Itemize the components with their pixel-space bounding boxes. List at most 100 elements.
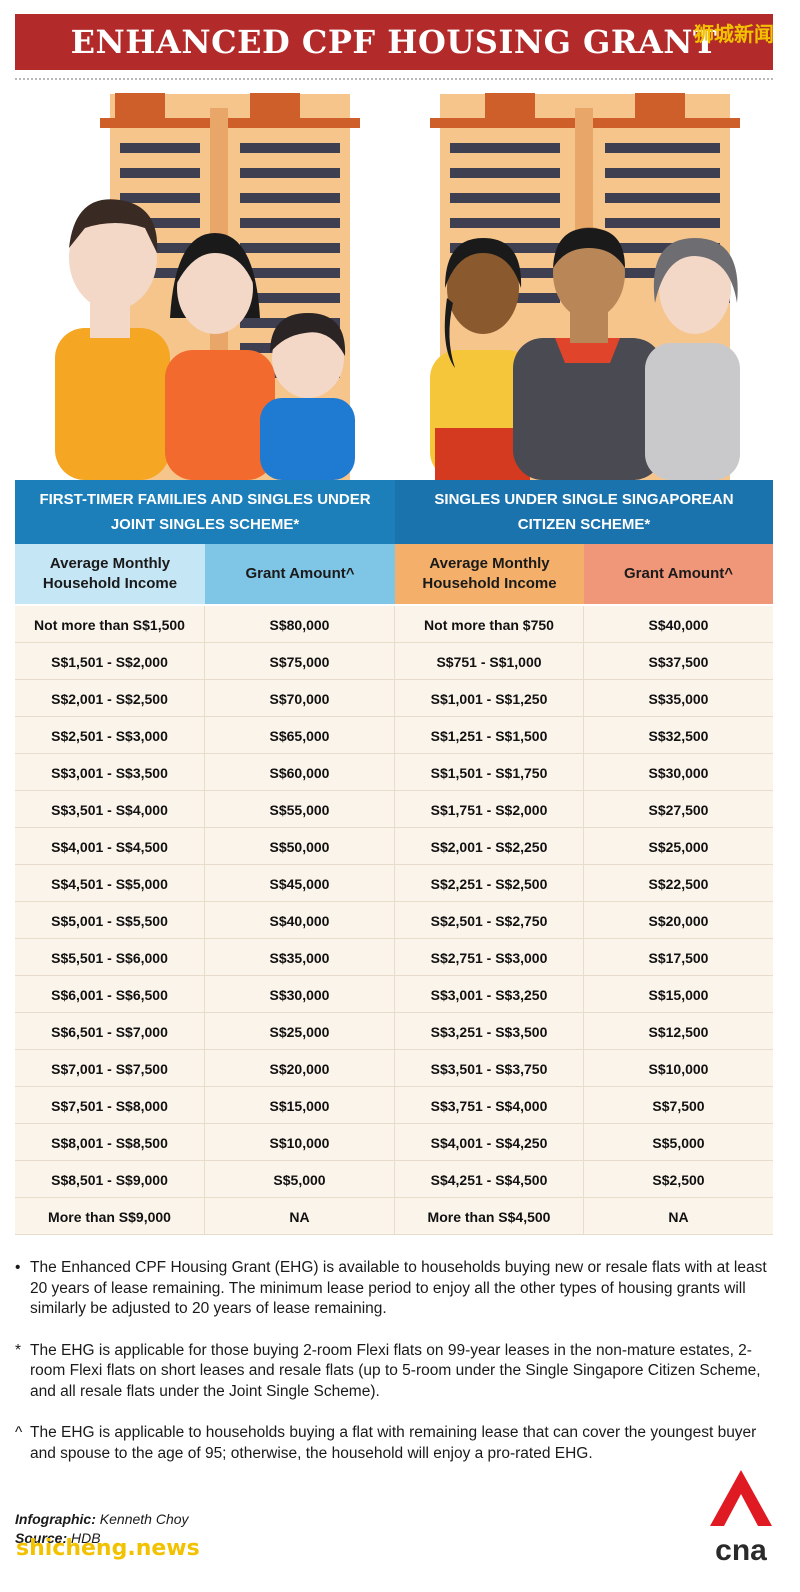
table-row: S$5,001 - S$5,500 S$40,000 S$2,501 - S$2… [15,902,773,939]
credits: Infographic: Kenneth Choy Source: HDB [15,1510,189,1548]
table-row: S$2,501 - S$3,000 S$65,000 S$1,251 - S$1… [15,717,773,754]
single-income-cell: S$751 - S$1,000 [395,643,584,680]
table-row: S$1,501 - S$2,000 S$75,000 S$751 - S$1,0… [15,643,773,680]
family-grant-cell: S$80,000 [205,606,395,643]
family-grant-cell: NA [205,1198,395,1235]
hero-illustration [15,88,773,480]
cna-logo-icon: cna [710,1470,772,1567]
table-row: S$3,001 - S$3,500 S$60,000 S$1,501 - S$1… [15,754,773,791]
watermark-bottom: shicheng.news [16,1536,200,1561]
single-grant-cell: S$30,000 [648,764,709,781]
single-income-cell: S$2,001 - S$2,250 [395,828,584,865]
family-income-cell: S$6,001 - S$6,500 [15,976,205,1013]
table-row: S$5,501 - S$6,000 S$35,000 S$2,751 - S$3… [15,939,773,976]
family-income-cell: S$1,501 - S$2,000 [15,643,205,680]
footnote-text: The EHG is applicable to households buyi… [30,1424,757,1462]
col-header-single-income: Average Monthly Household Income [395,544,584,604]
divider [15,78,773,80]
source-credit: Source: HDB [15,1529,189,1548]
family-grant-cell: S$75,000 [205,643,395,680]
single-grant-cell: S$32,500 [648,727,709,744]
family-income-cell: S$7,501 - S$8,000 [15,1087,205,1124]
footnote-marker: • [15,1259,21,1276]
table-row: S$6,001 - S$6,500 S$30,000 S$3,001 - S$3… [15,976,773,1013]
single-income-cell: S$3,501 - S$3,750 [395,1050,584,1087]
single-grant-cell: S$25,000 [648,838,709,855]
single-income-cell: S$1,751 - S$2,000 [395,791,584,828]
table-row: S$7,001 - S$7,500 S$20,000 S$3,501 - S$3… [15,1050,773,1087]
footnote-marker: ^ [15,1424,23,1441]
scheme-header-families: FIRST-TIMER FAMILIES AND SINGLES UNDER J… [15,480,395,544]
family-grant-cell: S$65,000 [205,717,395,754]
scheme-header-singles: SINGLES UNDER SINGLE SINGAPOREAN CITIZEN… [395,480,773,544]
child-figure-icon [260,313,355,480]
family-income-cell: S$4,501 - S$5,000 [15,865,205,902]
table-row: S$4,501 - S$5,000 S$45,000 S$2,251 - S$2… [15,865,773,902]
col-header-single-grant: Grant Amount^ [584,544,773,604]
older-woman-single-figure-icon [645,238,740,480]
family-income-cell: S$2,501 - S$3,000 [15,717,205,754]
infographic-credit-label: Infographic: [15,1511,96,1527]
single-income-cell: Not more than $750 [395,606,584,643]
single-grant-cell: S$2,500 [652,1171,705,1188]
family-income-cell: S$6,501 - S$7,000 [15,1013,205,1050]
table-row: S$2,001 - S$2,500 S$70,000 S$1,001 - S$1… [15,680,773,717]
family-income-cell: Not more than S$1,500 [15,606,205,643]
single-income-cell: S$2,251 - S$2,500 [395,865,584,902]
family-income-cell: S$2,001 - S$2,500 [15,680,205,717]
family-grant-cell: S$10,000 [205,1124,395,1161]
footnotes: • The Enhanced CPF Housing Grant (EHG) i… [15,1258,777,1485]
single-income-cell: S$1,001 - S$1,250 [395,680,584,717]
infographic-credit-value: Kenneth Choy [99,1511,189,1527]
single-grant-cell: S$5,000 [652,1134,705,1151]
footnote-text: The EHG is applicable for those buying 2… [30,1341,761,1400]
family-grant-cell: S$70,000 [205,680,395,717]
single-income-cell: S$3,251 - S$3,500 [395,1013,584,1050]
single-grant-cell: S$20,000 [648,912,709,929]
family-income-cell: S$8,001 - S$8,500 [15,1124,205,1161]
table-row: S$7,501 - S$8,000 S$15,000 S$3,751 - S$4… [15,1087,773,1124]
family-income-cell: S$3,001 - S$3,500 [15,754,205,791]
single-income-cell: S$3,751 - S$4,000 [395,1087,584,1124]
family-grant-cell: S$20,000 [205,1050,395,1087]
single-grant-cell: S$27,500 [648,801,709,818]
family-grant-cell: S$35,000 [205,939,395,976]
single-income-cell: S$4,001 - S$4,250 [395,1124,584,1161]
mother-figure-icon [165,233,275,480]
single-grant-cell: S$15,000 [648,986,709,1003]
single-grant-cell: S$7,500 [652,1097,705,1114]
watermark-top: 狮城新闻 [694,22,774,46]
family-grant-cell: S$30,000 [205,976,395,1013]
people-and-flats-illustration [55,93,740,480]
family-income-cell: S$8,501 - S$9,000 [15,1161,205,1198]
family-grant-cell: S$45,000 [205,865,395,902]
col-header-family-income: Average Monthly Household Income [15,544,205,604]
table-row: S$3,501 - S$4,000 S$55,000 S$1,751 - S$2… [15,791,773,828]
footnote-bullet: • The Enhanced CPF Housing Grant (EHG) i… [15,1258,777,1320]
table-row: Not more than S$1,500 S$80,000 Not more … [15,606,773,643]
single-grant-cell: NA [668,1208,689,1225]
father-figure-icon [55,199,170,480]
single-income-cell: S$4,251 - S$4,500 [395,1161,584,1198]
grant-table: Not more than S$1,500 S$80,000 Not more … [15,606,773,1235]
source-credit-label: Source: [15,1530,68,1546]
footnote-text: The Enhanced CPF Housing Grant (EHG) is … [30,1259,767,1317]
family-grant-cell: S$15,000 [205,1087,395,1124]
single-income-cell: More than S$4,500 [395,1198,584,1235]
family-grant-cell: S$40,000 [205,902,395,939]
cna-logo-text: cna [715,1534,767,1567]
family-grant-cell: S$60,000 [205,754,395,791]
single-income-cell: S$2,751 - S$3,000 [395,939,584,976]
source-credit-value: HDB [71,1530,101,1546]
table-row: S$6,501 - S$7,000 S$25,000 S$3,251 - S$3… [15,1013,773,1050]
single-grant-cell: S$40,000 [648,616,709,633]
footnote-marker: * [15,1341,22,1359]
single-grant-cell: S$17,500 [648,949,709,966]
family-grant-cell: S$55,000 [205,791,395,828]
family-income-cell: S$5,501 - S$6,000 [15,939,205,976]
single-grant-cell: S$37,500 [648,653,709,670]
table-row: S$4,001 - S$4,500 S$50,000 S$2,001 - S$2… [15,828,773,865]
single-grant-cell: S$12,500 [648,1023,709,1040]
family-income-cell: S$3,501 - S$4,000 [15,791,205,828]
single-grant-cell: S$35,000 [648,690,709,707]
